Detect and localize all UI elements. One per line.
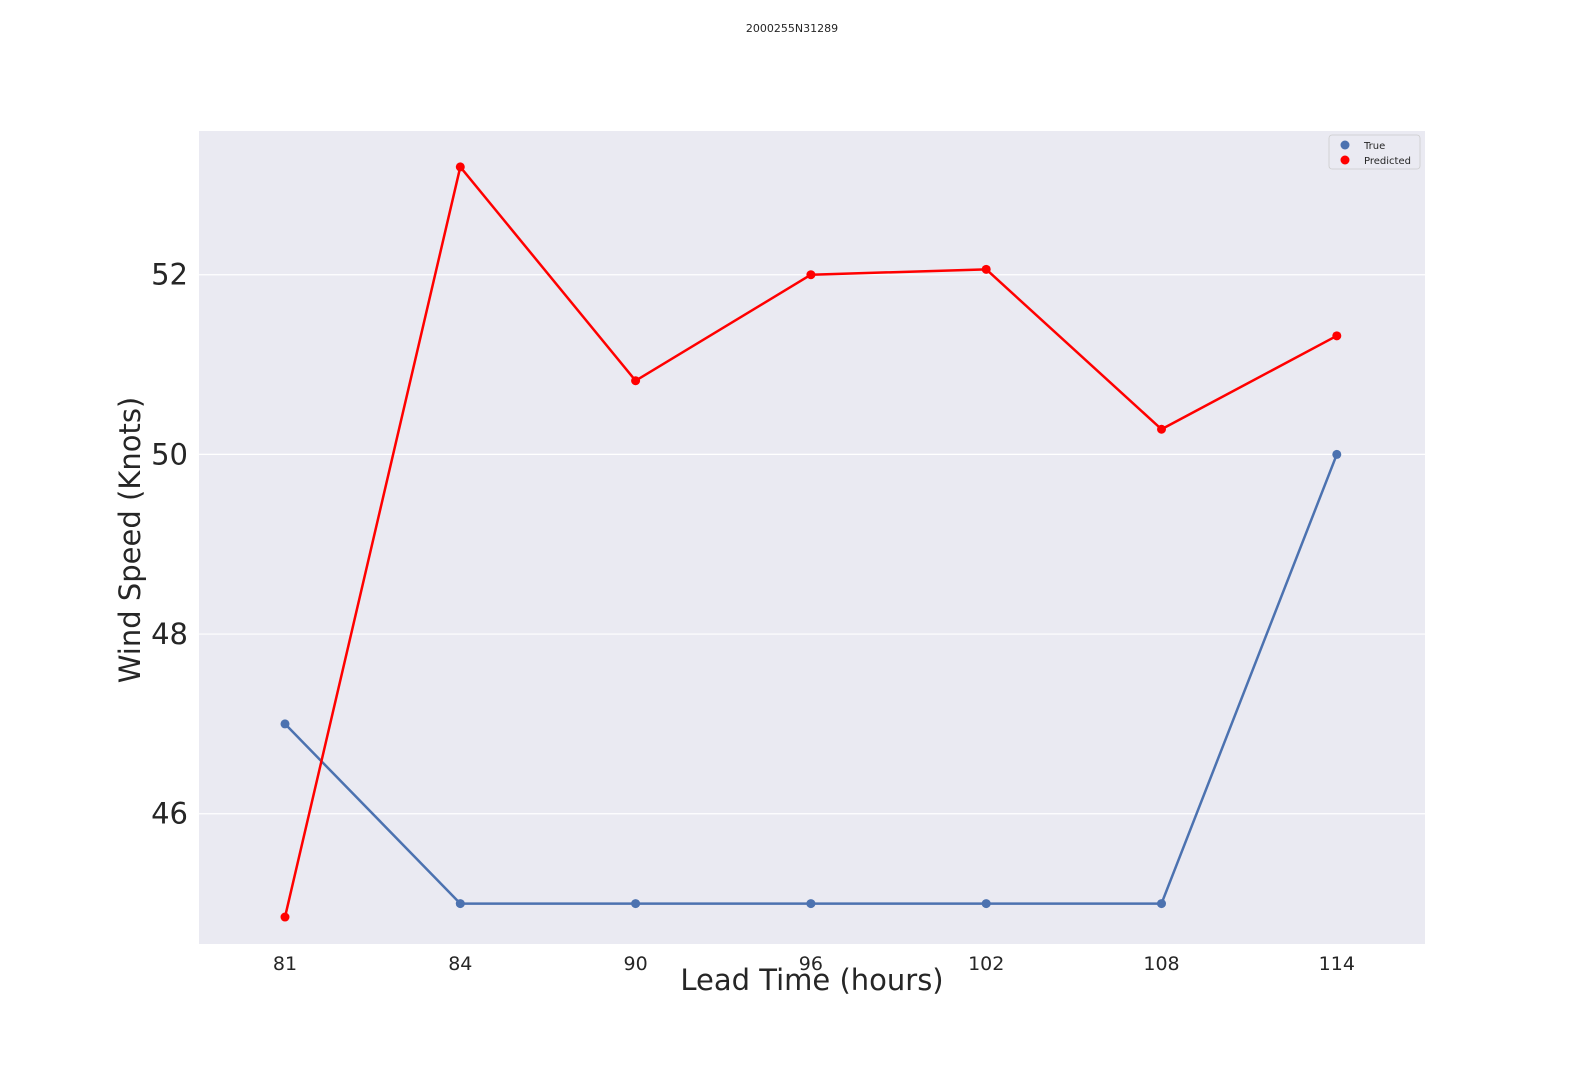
data-point [631, 376, 641, 386]
legend-marker [1340, 155, 1350, 165]
data-point [1332, 331, 1342, 341]
plot-area [199, 131, 1425, 944]
data-point [1157, 899, 1166, 909]
data-point [631, 899, 641, 909]
data-point [806, 270, 816, 280]
legend: True Predicted [1328, 134, 1421, 170]
data-point [280, 912, 290, 922]
chart-title: 2000255N31289 [746, 22, 838, 35]
x-tick-label: 90 [624, 953, 648, 975]
x-axis-ticks: 81 84 90 96 102 108 114 [273, 953, 1355, 975]
y-tick-label: 52 [151, 258, 188, 292]
data-point [455, 162, 465, 172]
y-tick-label: 50 [151, 437, 188, 471]
legend-label: True [1363, 141, 1385, 152]
data-point [455, 899, 465, 909]
y-axis-label: Wind Speed (Knots) [113, 397, 147, 683]
legend-label: Predicted [1364, 156, 1411, 167]
data-point [280, 719, 290, 729]
y-axis-ticks: 46 48 50 52 [151, 258, 188, 831]
data-point [806, 899, 816, 909]
data-point [981, 264, 991, 274]
data-point [1332, 449, 1342, 459]
series-true [280, 449, 1342, 909]
series-predicted [280, 162, 1342, 922]
x-tick-label: 84 [448, 953, 472, 975]
data-point [981, 899, 991, 909]
y-tick-label: 46 [151, 797, 188, 831]
x-axis-label: Lead Time (hours) [680, 963, 943, 997]
series-layer [280, 162, 1342, 922]
data-point [1157, 424, 1166, 434]
legend-box [1328, 134, 1421, 170]
y-tick-label: 48 [151, 617, 188, 651]
x-tick-label: 81 [273, 953, 297, 975]
x-tick-label: 102 [968, 953, 1004, 975]
legend-marker [1340, 140, 1350, 150]
x-tick-label: 114 [1319, 953, 1355, 975]
x-tick-label: 108 [1143, 953, 1179, 975]
x-tick-label: 96 [799, 953, 823, 975]
